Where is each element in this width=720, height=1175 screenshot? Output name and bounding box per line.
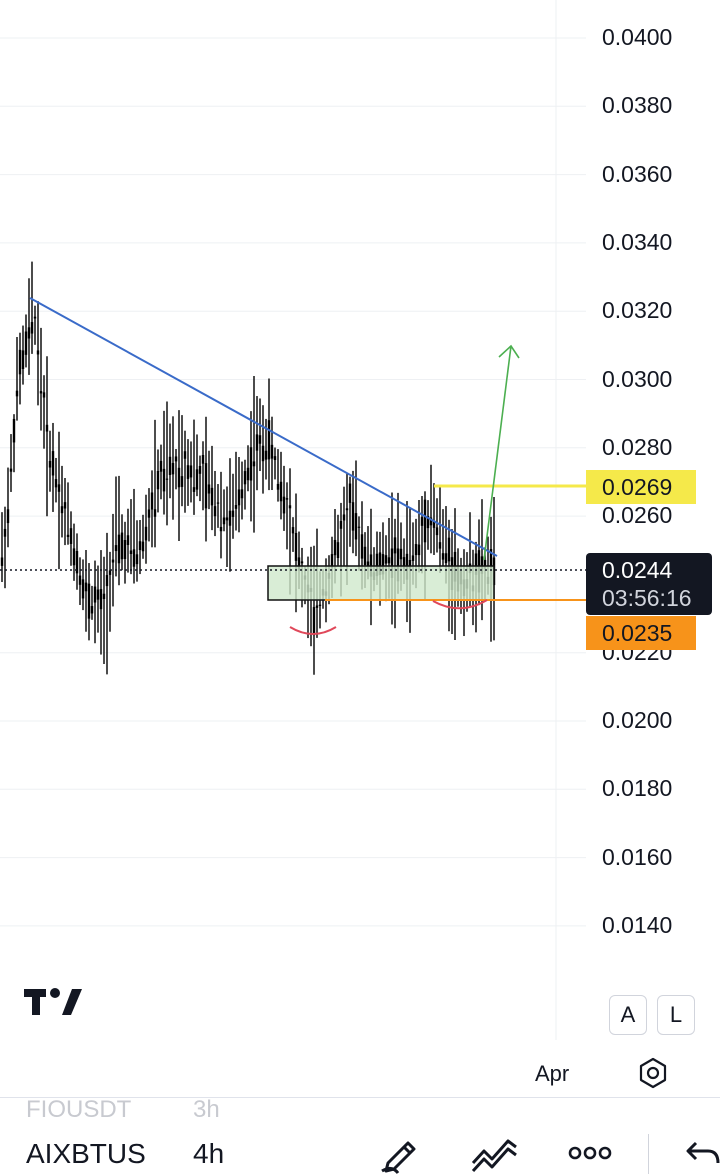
symbol-selector[interactable]: AIXBTUS <box>26 1138 146 1169</box>
descending-trendline <box>29 297 498 557</box>
chart-canvas[interactable] <box>0 0 720 1050</box>
support-price-badge: 0.0235 <box>586 616 696 650</box>
price-axis-label: 0.0320 <box>602 297 673 324</box>
price-axis-label: 0.0400 <box>602 24 673 50</box>
support-zone-box <box>267 565 495 601</box>
price-axis-label: 0.0380 <box>602 92 673 119</box>
previous-interval[interactable]: 3h <box>193 1097 220 1123</box>
toolbar-divider <box>648 1134 649 1174</box>
right-bottom-arc <box>432 599 488 610</box>
bottom-toolbar: FIOUSDT 3h AIXBTUS 4h <box>0 1097 720 1175</box>
price-axis-label: 0.0180 <box>602 775 673 802</box>
auto-scale-button[interactable]: A <box>609 995 647 1035</box>
price-axis-label: 0.0300 <box>602 365 673 392</box>
candle-countdown: 03:56:16 <box>602 585 692 611</box>
drawing-tools-icon[interactable] <box>470 1133 520 1173</box>
undo-arrow-icon[interactable] <box>684 1133 720 1173</box>
current-price-value: 0.0244 <box>602 557 673 583</box>
pencil-icon[interactable] <box>378 1133 422 1175</box>
target-arrow-line <box>483 345 512 561</box>
settings-hexagon-icon[interactable] <box>636 1056 670 1090</box>
log-scale-button[interactable]: L <box>657 995 695 1035</box>
previous-symbol[interactable]: FIOUSDT <box>26 1097 132 1123</box>
left-bottom-arc <box>289 626 337 635</box>
price-axis-label: 0.0340 <box>602 228 673 255</box>
price-axis-label: 0.0280 <box>602 433 673 460</box>
target-arrow-head <box>498 344 520 359</box>
time-axis-label: Apr <box>535 1061 570 1086</box>
price-axis-label: 0.0140 <box>602 911 673 938</box>
current-price-badge: 0.0244 03:56:16 <box>586 553 712 615</box>
price-axis-label: 0.0260 <box>602 502 673 529</box>
price-axis-label: 0.0160 <box>602 843 673 870</box>
tradingview-logo-icon <box>24 988 82 1015</box>
price-axis-label: 0.0360 <box>602 160 673 187</box>
price-axis-label: 0.0200 <box>602 707 673 733</box>
chart-area[interactable] <box>0 0 720 1050</box>
more-dots-icon[interactable] <box>566 1133 614 1173</box>
interval-selector[interactable]: 4h <box>193 1138 225 1169</box>
resistance-price-badge: 0.0269 <box>586 470 696 504</box>
